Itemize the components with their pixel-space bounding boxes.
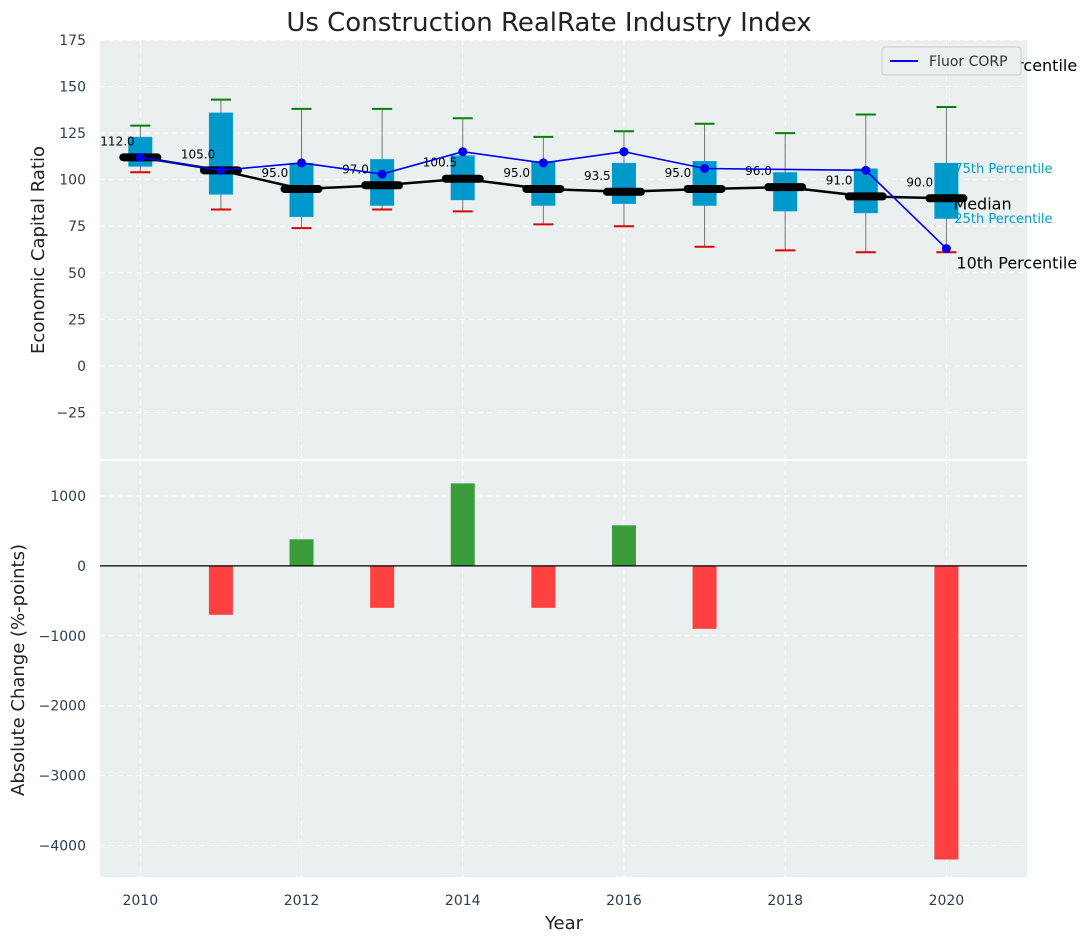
iqr-box bbox=[208, 112, 233, 195]
positive-change-bar bbox=[611, 525, 636, 566]
negative-change-bar bbox=[531, 565, 556, 608]
bottom-y-tick-label: −1000 bbox=[39, 629, 86, 645]
top-y-tick-label: 100 bbox=[59, 173, 86, 189]
company-point bbox=[538, 158, 548, 168]
x-tick-label: 2012 bbox=[284, 893, 320, 909]
median-value-label: 91.0 bbox=[826, 173, 853, 187]
median-value-label: 95.0 bbox=[503, 166, 530, 180]
iqr-box bbox=[773, 172, 798, 212]
top-y-axis-label: Economic Capital Ratio bbox=[28, 146, 49, 354]
company-point bbox=[216, 165, 226, 175]
positive-change-bar bbox=[450, 483, 475, 566]
company-point bbox=[700, 163, 710, 173]
bottom-y-tick-label: −2000 bbox=[39, 699, 86, 715]
median-value-label: 95.0 bbox=[665, 166, 692, 180]
p75-annotation: 75th Percentile bbox=[954, 162, 1052, 177]
negative-change-bar bbox=[934, 565, 959, 860]
company-point bbox=[297, 158, 307, 168]
top-y-tick-label: 50 bbox=[68, 266, 86, 282]
p10-annotation: 10th Percentile bbox=[956, 253, 1077, 272]
company-point bbox=[458, 147, 468, 157]
company-point bbox=[135, 152, 145, 162]
x-tick-label: 2014 bbox=[445, 893, 481, 909]
top-y-tick-label: 25 bbox=[68, 312, 86, 328]
x-tick-label: 2010 bbox=[122, 893, 158, 909]
iqr-box bbox=[531, 161, 556, 206]
median-value-label: 93.5 bbox=[584, 169, 611, 183]
p25-annotation: 25th Percentile bbox=[954, 212, 1052, 227]
company-point bbox=[377, 169, 387, 179]
iqr-box bbox=[611, 162, 636, 204]
median-value-label: 105.0 bbox=[181, 147, 215, 161]
bottom-plot-background bbox=[100, 461, 1027, 877]
top-y-tick-label: 125 bbox=[59, 126, 86, 142]
company-point bbox=[619, 147, 629, 157]
top-plot-background bbox=[100, 40, 1027, 459]
median-value-label: 100.5 bbox=[423, 156, 457, 170]
median-annotation: Median bbox=[953, 194, 1011, 213]
bottom-y-tick-label: 0 bbox=[77, 559, 86, 575]
x-tick-label: 2018 bbox=[767, 893, 803, 909]
company-point bbox=[861, 165, 871, 175]
median-value-label: 96.0 bbox=[745, 164, 772, 178]
bottom-y-tick-label: −4000 bbox=[39, 839, 86, 855]
bottom-y-tick-label: −3000 bbox=[39, 769, 86, 785]
negative-change-bar bbox=[692, 565, 717, 629]
x-tick-label: 2016 bbox=[606, 893, 642, 909]
top-panel: −25 0 25 50 75 100 125 150 175 112.0 105.0 95.0 97.0… bbox=[56, 33, 1077, 459]
legend-box bbox=[881, 46, 1022, 76]
positive-change-bar bbox=[289, 539, 314, 566]
chart-title: Us Construction RealRate Industry Index bbox=[286, 8, 811, 38]
bottom-y-tick-label: 1000 bbox=[50, 489, 86, 505]
company-point bbox=[941, 244, 951, 254]
median-value-label: 97.0 bbox=[342, 162, 369, 176]
negative-change-bar bbox=[370, 565, 395, 608]
x-tick-label: 2020 bbox=[929, 893, 965, 909]
median-value-label: 112.0 bbox=[100, 134, 134, 148]
negative-change-bar bbox=[208, 565, 233, 615]
iqr-box bbox=[934, 162, 959, 219]
iqr-box bbox=[853, 168, 878, 214]
x-axis-label: Year bbox=[544, 913, 584, 934]
bottom-panel: −4000 −3000 −2000 −1000 0 1000 2010 2012 2014 201… bbox=[39, 461, 1027, 909]
median-value-label: 90.0 bbox=[906, 175, 933, 189]
top-y-tick-label: 175 bbox=[59, 33, 86, 49]
bottom-y-axis-label: Absolute Change (%-points) bbox=[8, 544, 29, 796]
legend-label: Fluor CORP bbox=[929, 54, 1008, 70]
top-y-tick-label: 150 bbox=[59, 80, 86, 96]
company-line bbox=[140, 150, 947, 250]
top-y-tick-label: 75 bbox=[68, 219, 86, 235]
median-value-label: 95.0 bbox=[262, 166, 289, 180]
top-y-tick-label: −25 bbox=[56, 405, 86, 421]
top-y-tick-label: 0 bbox=[77, 359, 86, 375]
